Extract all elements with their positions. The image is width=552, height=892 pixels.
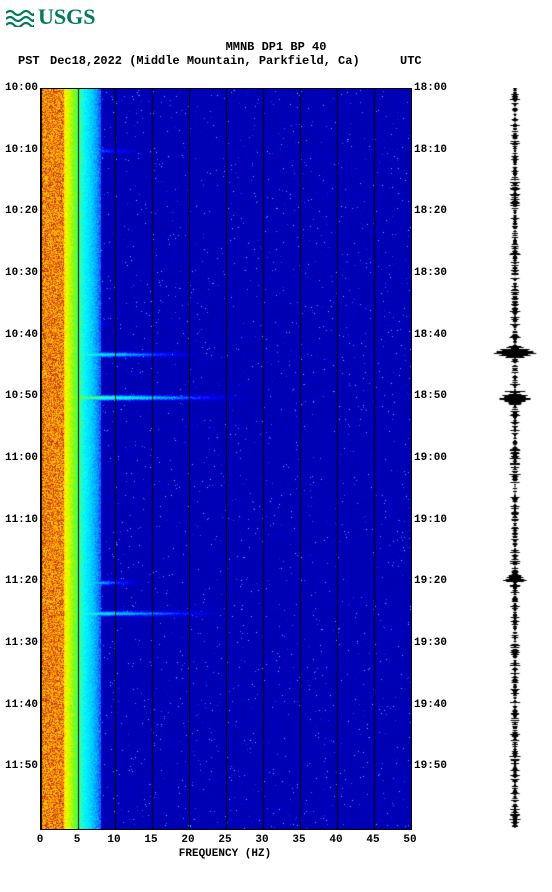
ytick-left: 10:10 bbox=[2, 144, 38, 156]
xtick: 20 bbox=[178, 834, 198, 846]
right-tz-label: UTC bbox=[400, 54, 422, 68]
ytick-left: 11:10 bbox=[2, 514, 38, 526]
ytick-right: 18:10 bbox=[414, 144, 454, 156]
xtick: 25 bbox=[215, 834, 235, 846]
ytick-left: 10:20 bbox=[2, 205, 38, 217]
ytick-left: 10:50 bbox=[2, 390, 38, 402]
ytick-left: 10:00 bbox=[2, 82, 38, 94]
xtick: 30 bbox=[252, 834, 272, 846]
ytick-right: 19:40 bbox=[414, 699, 454, 711]
ytick-right: 19:30 bbox=[414, 637, 454, 649]
ytick-right: 19:50 bbox=[414, 760, 454, 772]
ytick-left: 11:30 bbox=[2, 637, 38, 649]
ytick-left: 11:20 bbox=[2, 575, 38, 587]
xtick: 50 bbox=[400, 834, 420, 846]
usgs-wave-icon bbox=[6, 7, 34, 27]
xtick: 45 bbox=[363, 834, 383, 846]
xtick: 40 bbox=[326, 834, 346, 846]
ytick-left: 10:40 bbox=[2, 329, 38, 341]
xtick: 10 bbox=[104, 834, 124, 846]
left-tz-label: PST bbox=[18, 54, 40, 68]
ytick-right: 18:50 bbox=[414, 390, 454, 402]
ytick-right: 18:00 bbox=[414, 82, 454, 94]
x-axis-label: FREQUENCY (HZ) bbox=[40, 848, 410, 860]
spectrogram-canvas bbox=[41, 89, 411, 829]
ytick-right: 19:00 bbox=[414, 452, 454, 464]
chart-title: MMNB DP1 BP 40 bbox=[0, 40, 552, 54]
chart-subtitle: Dec18,2022 (Middle Mountain, Parkfield, … bbox=[50, 54, 360, 68]
xtick: 15 bbox=[141, 834, 161, 846]
xtick: 5 bbox=[67, 834, 87, 846]
xtick: 0 bbox=[30, 834, 50, 846]
ytick-left: 11:50 bbox=[2, 760, 38, 772]
spectrogram-plot bbox=[40, 88, 412, 830]
xtick: 35 bbox=[289, 834, 309, 846]
ytick-right: 19:10 bbox=[414, 514, 454, 526]
ytick-left: 11:40 bbox=[2, 699, 38, 711]
waveform-strip bbox=[490, 88, 540, 828]
ytick-right: 18:40 bbox=[414, 329, 454, 341]
usgs-logo-text: USGS bbox=[38, 4, 95, 30]
ytick-left: 11:00 bbox=[2, 452, 38, 464]
ytick-right: 19:20 bbox=[414, 575, 454, 587]
usgs-logo: USGS bbox=[6, 4, 95, 30]
ytick-right: 18:20 bbox=[414, 205, 454, 217]
ytick-left: 10:30 bbox=[2, 267, 38, 279]
ytick-right: 18:30 bbox=[414, 267, 454, 279]
